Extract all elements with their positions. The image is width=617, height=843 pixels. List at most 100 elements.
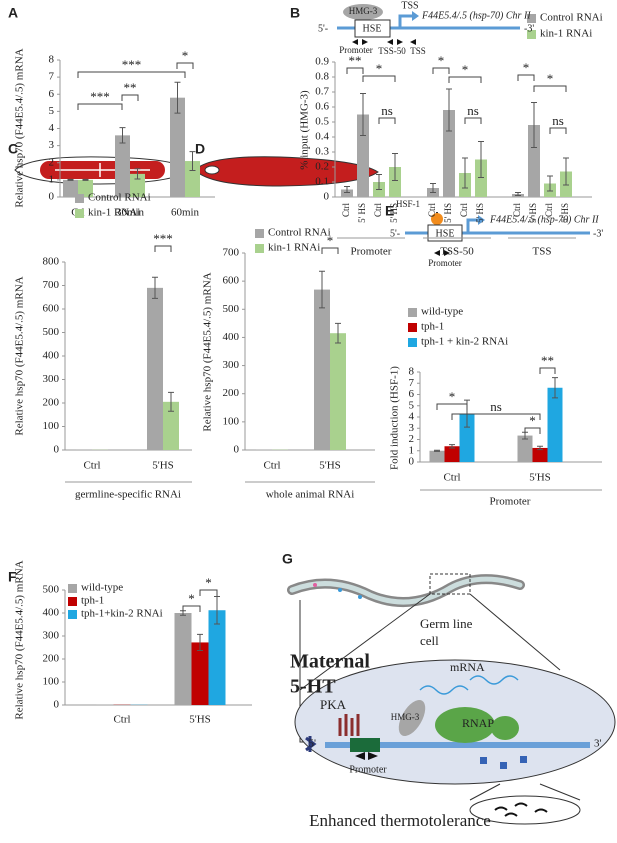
sig-label: *** — [122, 57, 142, 72]
sig-label: *** — [90, 89, 110, 104]
error-bar — [515, 192, 521, 196]
schematic-label: Germ line — [420, 616, 473, 631]
legend-label: kin-1 RNAi — [88, 207, 140, 219]
bar — [191, 642, 209, 705]
sig-bracket — [464, 117, 482, 124]
schematic-label: mRNA — [450, 660, 485, 674]
schematic-label: 5' — [309, 738, 317, 750]
sig-bracket — [549, 127, 567, 134]
y-axis-label: Relative hsp70 (F44E5.4/.5) mRNA — [14, 560, 26, 719]
worm-germline — [14, 156, 191, 185]
sig-bracket — [517, 74, 535, 81]
error-bar — [360, 93, 366, 136]
x-tick-label: 30min — [116, 207, 145, 219]
error-bar — [344, 186, 350, 193]
schematic-label: HMG-3 — [391, 712, 420, 722]
y-tick-label: 5 — [409, 399, 415, 411]
y-tick-label: 0 — [49, 191, 55, 203]
y-tick-label: 0 — [54, 444, 60, 456]
legend-swatch — [75, 209, 84, 218]
sig-bracket — [77, 103, 123, 110]
y-tick-label: 300 — [43, 630, 60, 642]
sig-bracket — [346, 67, 364, 74]
error-bar — [430, 183, 436, 193]
diagram-label: HSE — [363, 23, 382, 34]
legend-swatch — [408, 323, 417, 332]
y-tick-label: 200 — [223, 387, 240, 399]
sig-bracket — [451, 413, 541, 420]
bar — [528, 125, 540, 197]
sig-bracket — [182, 605, 201, 612]
y-tick-label: 700 — [223, 247, 240, 259]
bar — [115, 135, 130, 197]
y-axis-label: Fold induction (HSF-1) — [389, 366, 401, 470]
error-bar — [119, 127, 126, 144]
bar — [475, 159, 487, 197]
bar — [459, 413, 475, 462]
sig-label: ** — [124, 80, 137, 95]
sig-label: * — [438, 53, 445, 68]
error-bar — [189, 151, 196, 171]
sig-label: * — [182, 48, 189, 63]
legend-label: Control RNAi — [268, 227, 331, 239]
sig-bracket — [176, 62, 194, 69]
x-tick-label: 5'HS — [152, 460, 174, 472]
x-axis-label: Promoter — [490, 496, 531, 508]
x-tick-label: Ctrl — [341, 203, 351, 218]
bar — [147, 287, 163, 450]
y-tick-label: 500 — [43, 584, 60, 596]
error-bar — [319, 270, 325, 309]
y-tick-label: 3 — [49, 139, 55, 151]
x-axis-label: germline-specific RNAi — [75, 489, 181, 501]
error-bar — [547, 175, 553, 192]
error-bar — [335, 322, 341, 344]
sig-label: * — [529, 413, 536, 428]
sig-label: * — [547, 71, 554, 86]
diagram-label: 5'- — [390, 228, 400, 239]
sig-label: ** — [349, 53, 362, 68]
sig-bracket — [362, 75, 396, 82]
gene-diagram-b — [337, 4, 520, 45]
error-bar — [552, 377, 558, 399]
bar — [130, 173, 145, 197]
diagram-label: TSS — [401, 0, 418, 11]
error-bar — [134, 168, 141, 180]
y-tick-label: 0.6 — [315, 101, 329, 113]
legend-swatch — [68, 610, 77, 619]
x-tick-label: 5' HS — [475, 203, 485, 223]
y-tick-label: 0.7 — [315, 86, 329, 98]
bar — [208, 610, 226, 705]
y-tick-label: 8 — [49, 54, 55, 66]
y-axis-label: % input (HMG-3) — [299, 90, 311, 170]
y-tick-label: 0.4 — [315, 131, 329, 143]
sig-label: ns — [552, 113, 564, 128]
diagram-label: Promoter — [339, 45, 373, 55]
sig-label: ns — [490, 399, 502, 414]
bar — [429, 450, 445, 462]
y-tick-label: 0.2 — [315, 161, 329, 173]
panel-letter: B — [290, 5, 300, 21]
legend-label: Control RNAi — [540, 12, 603, 24]
bar — [174, 613, 192, 705]
schematic-label: PKA — [320, 697, 347, 712]
diagram-label: -3' — [593, 228, 603, 239]
y-tick-label: 200 — [43, 653, 60, 665]
error-bar — [197, 633, 203, 651]
y-tick-label: 6 — [409, 388, 415, 400]
y-tick-label: 0 — [234, 444, 240, 456]
error-bar — [462, 157, 468, 189]
error-bar — [376, 174, 382, 190]
x-tick-label: 5' HS — [560, 203, 570, 223]
x-tick-label: 5' HS — [357, 203, 367, 223]
legend-label: tph-1+kin-2 RNAi — [81, 608, 163, 620]
panel-letter: C — [8, 141, 18, 157]
y-tick-label: 0 — [409, 456, 415, 468]
panel-letter: A — [8, 5, 18, 21]
diagram-label: TSS — [410, 46, 426, 56]
schematic-label: 5-HT — [290, 676, 336, 698]
group-label: TSS-50 — [440, 246, 474, 258]
sig-label: * — [188, 591, 195, 606]
bar — [547, 387, 563, 462]
y-tick-label: 8 — [409, 366, 415, 378]
